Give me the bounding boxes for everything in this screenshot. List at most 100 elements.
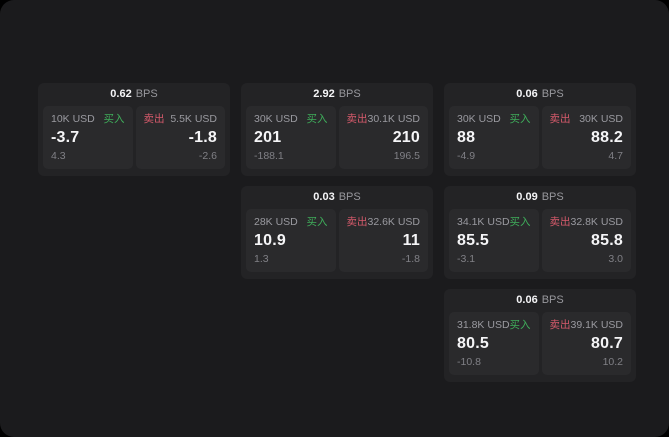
- bps-value: 0.06: [516, 88, 538, 100]
- sell-panel[interactable]: 卖出 30K USD 88.2 4.7: [541, 106, 631, 169]
- sell-panel[interactable]: 卖出 32.8K USD 85.8 3.0: [541, 209, 631, 272]
- sell-panel-top: 卖出 5.5K USD: [144, 113, 218, 126]
- quote-panels: 34.1K USD 买入 85.5 -3.1 卖出 32.8K USD 85.8…: [449, 209, 631, 272]
- sell-amount-label: 30K USD: [579, 113, 623, 125]
- bps-value: 0.06: [516, 294, 538, 306]
- buy-price-value: 10.9: [254, 232, 286, 249]
- card-header: 0.62 BPS: [43, 83, 225, 106]
- buy-panel-top: 28K USD 买入: [254, 216, 328, 229]
- buy-panel-top: 30K USD 买入: [254, 113, 328, 126]
- buy-panel[interactable]: 28K USD 买入 10.9 1.3: [246, 209, 336, 272]
- buy-price-value: -3.7: [51, 129, 80, 146]
- sell-sub-value: 10.2: [602, 356, 623, 368]
- buy-amount-label: 10K USD: [51, 113, 95, 125]
- card-header: 0.09 BPS: [449, 186, 631, 209]
- sell-amount-label: 30.1K USD: [367, 113, 421, 125]
- sell-amount-label: 32.8K USD: [570, 216, 624, 228]
- buy-panel[interactable]: 30K USD 买入 201 -188.1: [246, 106, 336, 169]
- sell-sub-value: 3.0: [608, 253, 623, 265]
- sell-price-value: 11: [402, 232, 420, 249]
- buy-panel-top: 34.1K USD 买入: [457, 216, 531, 229]
- card-header: 0.06 BPS: [449, 83, 631, 106]
- price-card: 0.06 BPS 31.8K USD 买入 80.5 -10.8 卖出 39.1…: [444, 289, 636, 382]
- price-card: 0.03 BPS 28K USD 买入 10.9 1.3 卖出 32.6K US…: [241, 186, 433, 279]
- buy-sub-value: -10.8: [457, 356, 481, 368]
- sell-price-value: -1.8: [188, 129, 217, 146]
- buy-panel[interactable]: 30K USD 买入 88 -4.9: [449, 106, 539, 169]
- sell-price-value: 80.7: [591, 335, 623, 352]
- price-card: 0.09 BPS 34.1K USD 买入 85.5 -3.1 卖出 32.8K…: [444, 186, 636, 279]
- sell-amount-label: 39.1K USD: [570, 319, 624, 331]
- bps-value: 0.62: [110, 88, 132, 100]
- sell-sub-value: -2.6: [198, 150, 217, 162]
- quote-panels: 30K USD 买入 88 -4.9 卖出 30K USD 88.2 4.7: [449, 106, 631, 169]
- buy-side-label: 买入: [306, 113, 328, 125]
- sell-sub-value: 4.7: [608, 150, 623, 162]
- price-card: 2.92 BPS 30K USD 买入 201 -188.1 卖出 30.1K …: [241, 83, 433, 176]
- sell-price-value: 88.2: [591, 129, 623, 146]
- buy-sub-value: 1.3: [254, 253, 269, 265]
- buy-amount-label: 31.8K USD: [457, 319, 510, 331]
- buy-panel[interactable]: 31.8K USD 买入 80.5 -10.8: [449, 312, 539, 375]
- price-card: 0.06 BPS 30K USD 买入 88 -4.9 卖出 30K USD 8…: [444, 83, 636, 176]
- sell-panel-top: 卖出 32.8K USD: [550, 216, 624, 229]
- sell-panel-top: 卖出 32.6K USD: [347, 216, 421, 229]
- buy-side-label: 买入: [103, 113, 125, 125]
- quote-panels: 31.8K USD 买入 80.5 -10.8 卖出 39.1K USD 80.…: [449, 312, 631, 375]
- buy-side-label: 买入: [509, 319, 531, 331]
- sell-panel[interactable]: 卖出 32.6K USD 11 -1.8: [338, 209, 428, 272]
- sell-panel[interactable]: 卖出 39.1K USD 80.7 10.2: [541, 312, 631, 375]
- buy-sub-value: -3.1: [457, 253, 476, 265]
- bps-unit: BPS: [338, 88, 361, 100]
- sell-price-value: 210: [392, 129, 420, 146]
- sell-panel-top: 卖出 30.1K USD: [347, 113, 421, 126]
- buy-side-label: 买入: [509, 113, 531, 125]
- quote-panels: 10K USD 买入 -3.7 4.3 卖出 5.5K USD -1.8 -2.…: [43, 106, 225, 169]
- buy-amount-label: 30K USD: [254, 113, 298, 125]
- buy-panel[interactable]: 34.1K USD 买入 85.5 -3.1: [449, 209, 539, 272]
- buy-panel-top: 30K USD 买入: [457, 113, 531, 126]
- bps-unit: BPS: [541, 191, 564, 203]
- sell-side-label: 卖出: [346, 113, 368, 125]
- cards-grid: 0.62 BPS 10K USD 买入 -3.7 4.3 卖出 5.5K USD…: [38, 83, 636, 382]
- sell-side-label: 卖出: [143, 113, 165, 125]
- bps-value: 2.92: [313, 88, 335, 100]
- buy-price-value: 88: [457, 129, 476, 146]
- buy-sub-value: 4.3: [51, 150, 66, 162]
- buy-sub-value: -4.9: [457, 150, 476, 162]
- bps-value: 0.03: [313, 191, 335, 203]
- bps-unit: BPS: [135, 88, 158, 100]
- buy-sub-value: -188.1: [254, 150, 284, 162]
- buy-panel-top: 31.8K USD 买入: [457, 319, 531, 332]
- buy-side-label: 买入: [306, 216, 328, 228]
- buy-amount-label: 34.1K USD: [457, 216, 510, 228]
- sell-panel-top: 卖出 39.1K USD: [550, 319, 624, 332]
- sell-panel[interactable]: 卖出 5.5K USD -1.8 -2.6: [135, 106, 225, 169]
- sell-side-label: 卖出: [549, 216, 571, 228]
- card-header: 0.03 BPS: [246, 186, 428, 209]
- buy-price-value: 201: [254, 129, 282, 146]
- buy-panel-top: 10K USD 买入: [51, 113, 125, 126]
- bps-unit: BPS: [541, 88, 564, 100]
- buy-amount-label: 30K USD: [457, 113, 501, 125]
- buy-panel[interactable]: 10K USD 买入 -3.7 4.3: [43, 106, 133, 169]
- quote-panels: 28K USD 买入 10.9 1.3 卖出 32.6K USD 11 -1.8: [246, 209, 428, 272]
- bps-unit: BPS: [338, 191, 361, 203]
- buy-amount-label: 28K USD: [254, 216, 298, 228]
- card-header: 0.06 BPS: [449, 289, 631, 312]
- sell-side-label: 卖出: [346, 216, 368, 228]
- card-header: 2.92 BPS: [246, 83, 428, 106]
- sell-panel-top: 卖出 30K USD: [550, 113, 624, 126]
- buy-side-label: 买入: [509, 216, 531, 228]
- sell-sub-value: 196.5: [393, 150, 420, 162]
- bps-unit: BPS: [541, 294, 564, 306]
- buy-price-value: 85.5: [457, 232, 489, 249]
- sell-side-label: 卖出: [549, 113, 571, 125]
- sell-sub-value: -1.8: [401, 253, 420, 265]
- sell-panel[interactable]: 卖出 30.1K USD 210 196.5: [338, 106, 428, 169]
- buy-price-value: 80.5: [457, 335, 489, 352]
- price-card: 0.62 BPS 10K USD 买入 -3.7 4.3 卖出 5.5K USD…: [38, 83, 230, 176]
- sell-amount-label: 32.6K USD: [367, 216, 421, 228]
- bps-value: 0.09: [516, 191, 538, 203]
